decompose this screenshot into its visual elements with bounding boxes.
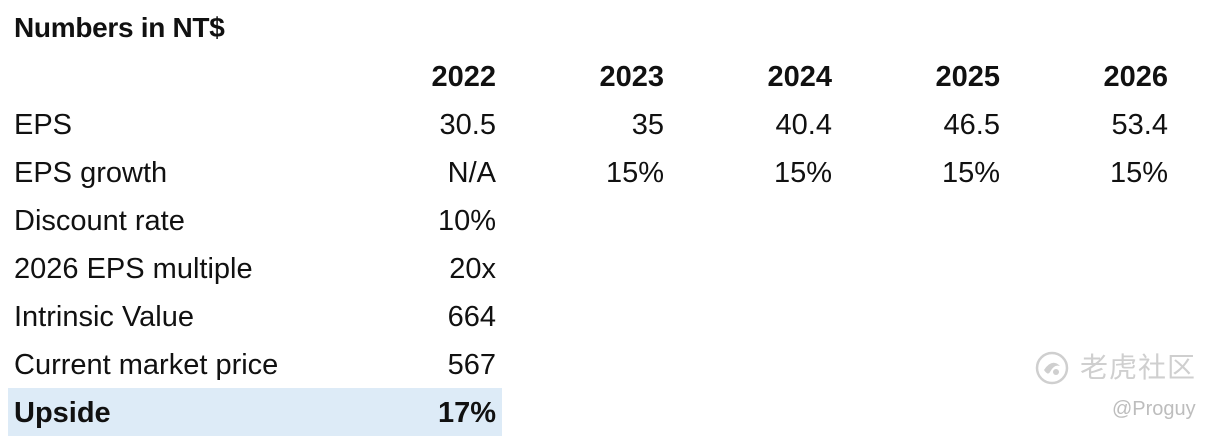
year-header-2022: 2022 [431,61,496,93]
cell-value: 15% [1109,157,1168,189]
cell-value: 46.5 [943,109,1000,141]
year-header-2025: 2025 [935,61,1000,93]
header-row: 2022 2023 2024 2025 2026 [0,54,1228,100]
upside-highlight [8,388,502,436]
cell-value: 15% [941,157,1000,189]
cell-value: 35 [631,109,664,141]
cell-value: 40.4 [775,109,832,141]
row-label: 2026 EPS multiple [14,253,253,285]
row-label: EPS [14,109,73,141]
row-label: Current market price [14,349,279,381]
table-title: Numbers in NT$ [14,12,225,43]
table-row-eps: EPS 30.5 35 40.4 46.5 53.4 [0,102,1228,148]
cell-value: 20x [449,253,496,285]
cell-value: 30.5 [439,109,496,141]
table-row-intrinsic-value: Intrinsic Value 664 [0,294,1228,340]
cell-value: 567 [447,349,496,381]
watermark-brand: 老虎社区 [1080,352,1197,383]
table-row-market-price: Current market price 567 [0,342,1228,388]
year-header-2024: 2024 [767,61,832,93]
watermark: 老虎社区 [1034,350,1214,390]
row-label: Discount rate [14,205,185,237]
year-header-2023: 2023 [599,61,664,93]
upside-value: 17% [437,397,496,429]
upside-label: Upside [14,397,111,429]
watermark-handle: @Proguy [1112,398,1196,420]
cell-value: 53.4 [1111,109,1168,141]
table-row-upside: Upside 17% [0,390,1228,436]
cell-value: N/A [447,157,496,189]
table-row-eps-growth: EPS growth N/A 15% 15% 15% 15% [0,150,1228,196]
cell-value: 10% [437,205,496,237]
row-label: EPS growth [14,157,168,189]
row-label: Intrinsic Value [14,301,194,333]
table-row-eps-multiple: 2026 EPS multiple 20x [0,246,1228,292]
tiger-community-logo-icon [1035,351,1069,385]
table-row-discount-rate: Discount rate 10% [0,198,1228,244]
cell-value: 15% [605,157,664,189]
year-header-2026: 2026 [1103,61,1168,93]
cell-value: 15% [773,157,832,189]
cell-value: 664 [447,301,496,333]
